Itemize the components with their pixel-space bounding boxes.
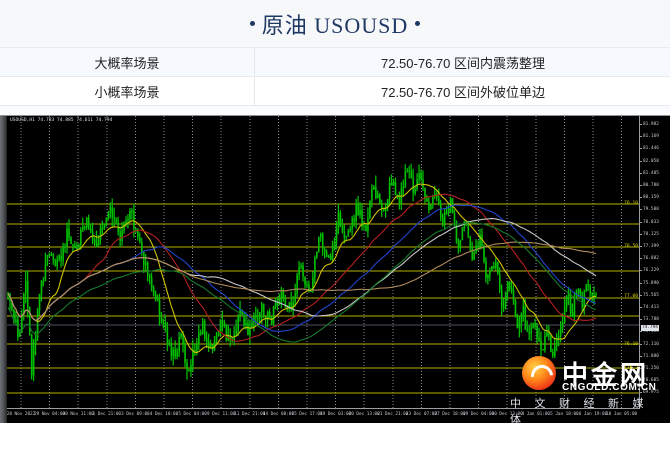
bullet-icon (415, 21, 421, 26)
price-tick: 71.250 (640, 366, 659, 371)
price-tick: 70.605 (640, 378, 659, 384)
time-tick: 1 Dec 21:00 (92, 412, 122, 417)
price-tick: 78.125 (640, 231, 659, 237)
time-tick: 6 Jan 19:00 (578, 412, 608, 417)
price-tick: 81.982 (640, 122, 659, 127)
price-tick: 72.110 (640, 341, 659, 347)
chart-symbol-label: USOUSD,H1 74.783 74.885 74.611 74.794 (10, 118, 113, 123)
price-tick: 73.155 (640, 329, 659, 335)
price-tick: 82.058 (640, 158, 659, 164)
chart-left-scrollbar[interactable] (0, 116, 7, 423)
time-tick: 10 Jan 05:00 (606, 412, 638, 417)
time-tick: 19 Dec 03:00 (320, 412, 352, 417)
time-tick: 14 Dec 08:00 (262, 412, 294, 417)
time-tick: 15 Dec 17:00 (291, 412, 323, 417)
price-axis[interactable]: 81.982 81.169 81.446 82.058 81.405 80.780 80.1… (639, 116, 670, 423)
price-tick: 80.780 (640, 183, 659, 188)
price-tick: 79.500 (640, 207, 659, 213)
time-tick: 21 Dec 21:00 (377, 412, 409, 417)
time-tick: 20 Dec 13:00 (348, 412, 380, 417)
time-tick: 30 Nov 11:00 (62, 412, 94, 417)
time-tick: 27 Dec 18:00 (434, 412, 466, 417)
table-row: 大概率场景 72.50-76.70 区间内震荡整理 (0, 48, 670, 77)
time-tick: 30 Dec 13:00 (491, 412, 523, 417)
time-tick: 9 Dec 11:00 (206, 412, 236, 417)
price-tick: 71.880 (640, 353, 659, 359)
price-chart[interactable]: USOUSD,H1 74.783 74.885 74.611 74.794 81… (0, 115, 670, 423)
price-tick: 76.229 (640, 268, 659, 274)
price-tick: 77.399 (640, 244, 659, 249)
price-tick: 78.833 (640, 219, 659, 225)
scenario-label: 小概率场景 (0, 76, 255, 106)
chart-plot-area[interactable]: USOUSD,H1 74.783 74.885 74.611 74.794 (7, 116, 640, 409)
page-title-text: 原油 USOUSD (261, 12, 409, 38)
price-tick: 81.405 (640, 170, 659, 176)
level-price-tag: 76.10 (624, 342, 638, 347)
time-tick: 5 Dec 04:00 (178, 412, 207, 417)
section-spacer (0, 106, 670, 115)
time-tick: 3 Dec 09:00 (121, 412, 150, 417)
time-tick: 11 Dec 21:00 (234, 412, 266, 417)
price-tick: 69.975 (640, 390, 659, 396)
bullet-icon (249, 21, 255, 26)
price-tick: 74.413 (640, 305, 659, 310)
page-title: 原油 USOUSD (249, 8, 421, 40)
scenario-table: 大概率场景 72.50-76.70 区间内震荡整理 小概率场景 72.50-76… (0, 48, 670, 106)
time-tick: 29 Nov 04:00 (34, 412, 66, 417)
current-price-label: 74.794 (641, 325, 659, 331)
page-header: 原油 USOUSD (0, 0, 670, 48)
level-price-tag: 138.2 (624, 366, 638, 371)
price-tick: 75.565 (640, 292, 659, 298)
scenario-value: 72.50-76.70 区间外破位单边 (254, 76, 670, 106)
table-row: 小概率场景 72.50-76.70 区间外破位单边 (0, 76, 670, 106)
time-tick: 4 Dec 18:00 (149, 412, 179, 417)
level-price-tag: 76.10 (624, 201, 638, 206)
scenario-label: 大概率场景 (0, 48, 255, 77)
time-tick: 23 Dec 07:00 (405, 412, 437, 417)
price-tick: 76.882 (640, 256, 659, 262)
time-axis[interactable]: 28 Nov 2022 29 Nov 04:00 30 Nov 11:00 1 Dec… (7, 408, 640, 423)
price-tick: 81.446 (640, 146, 659, 152)
time-tick: 28 Nov 2022 (6, 412, 36, 417)
price-tick: 73.788 (640, 317, 659, 323)
time-tick: 5 Jan 18:00 (550, 412, 579, 417)
time-tick: 4 Jan 01:00 (521, 412, 551, 417)
chart-canvas (7, 116, 640, 409)
scenario-value: 72.50-76.70 区间内震荡整理 (254, 48, 670, 77)
level-price-tag: 78.50 (624, 244, 638, 249)
price-tick: 81.169 (640, 134, 659, 140)
time-tick: 29 Dec 04:00 (463, 412, 495, 417)
price-tick: 75.890 (640, 280, 659, 286)
price-tick: 80.159 (640, 195, 659, 201)
level-price-tag: 77.00 (624, 294, 638, 299)
